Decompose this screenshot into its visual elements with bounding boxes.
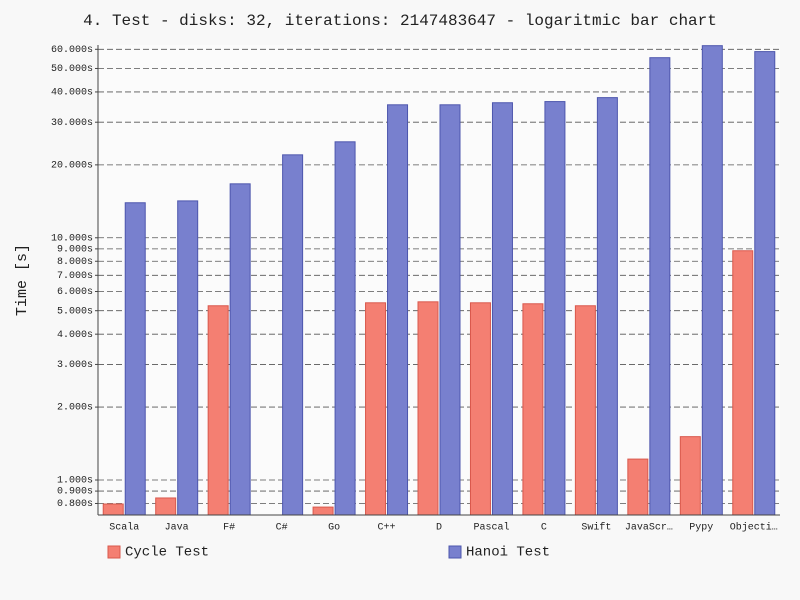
bar (522, 303, 544, 516)
y-tick-label: 9.000s (57, 245, 93, 256)
x-tick-label: C# (276, 523, 288, 534)
bar (701, 45, 723, 516)
y-tick-label: 10.000s (51, 233, 93, 244)
y-tick-label: 3.000s (57, 360, 93, 371)
x-tick-label: JavaScr… (625, 523, 673, 534)
bar (754, 51, 776, 516)
x-tick-label: C++ (378, 523, 396, 534)
bar (679, 436, 701, 516)
bar (574, 305, 596, 516)
x-tick-label: Scala (109, 522, 139, 534)
bars (102, 45, 776, 516)
y-tick-label: 7.000s (57, 271, 93, 282)
x-tick-label: Pypy (689, 523, 713, 534)
bar (282, 154, 304, 516)
bar (649, 57, 671, 516)
bar (177, 200, 199, 516)
y-tick-label: 30.000s (51, 118, 93, 129)
bar (155, 497, 177, 516)
bar (596, 97, 618, 516)
y-axis-label: Time [s] (14, 244, 31, 316)
bar (365, 302, 387, 516)
y-tick-label: 6.000s (57, 287, 93, 298)
x-tick-label: Java (165, 523, 189, 534)
bar (207, 305, 229, 516)
y-tick-label: 5.000s (57, 306, 93, 317)
x-tick-label: C (541, 523, 547, 534)
bar (469, 302, 491, 516)
bar (732, 250, 754, 516)
y-tick-label: 0.800s (57, 499, 93, 510)
bar (491, 102, 513, 516)
legend-label: Cycle Test (125, 545, 209, 561)
x-tick-label: Go (328, 523, 340, 534)
x-tick-label: Pascal (473, 522, 509, 534)
x-tick-label: Swift (581, 522, 611, 534)
chart-title: 4. Test - disks: 32, iterations: 2147483… (83, 12, 717, 30)
bar (334, 141, 356, 516)
y-tick-label: 40.000s (51, 88, 93, 99)
y-tick-label: 50.000s (51, 64, 93, 75)
y-tick-label: 2.000s (57, 403, 93, 414)
legend-swatch (448, 545, 462, 559)
y-tick-label: 20.000s (51, 161, 93, 172)
y-tick-label: 8.000s (57, 257, 93, 268)
bar (544, 101, 566, 516)
bar (124, 202, 146, 516)
bar (417, 301, 439, 516)
bar (627, 458, 649, 516)
y-tick-label: 4.000s (57, 330, 93, 341)
bar (439, 104, 461, 516)
y-tick-label: 1.000s (57, 476, 93, 487)
y-tick-label: 0.900s (57, 487, 93, 498)
bar (229, 183, 251, 516)
bar (312, 506, 334, 516)
x-tick-label: D (436, 523, 442, 534)
x-tick-label: F# (223, 523, 235, 534)
legend-label: Hanoi Test (466, 545, 550, 561)
y-tick-label: 60.000s (51, 45, 93, 56)
plot-area (98, 45, 780, 515)
bar (102, 503, 124, 516)
legend-swatch (107, 545, 121, 559)
bar (387, 104, 409, 516)
x-tick-label: Objecti… (730, 522, 778, 534)
